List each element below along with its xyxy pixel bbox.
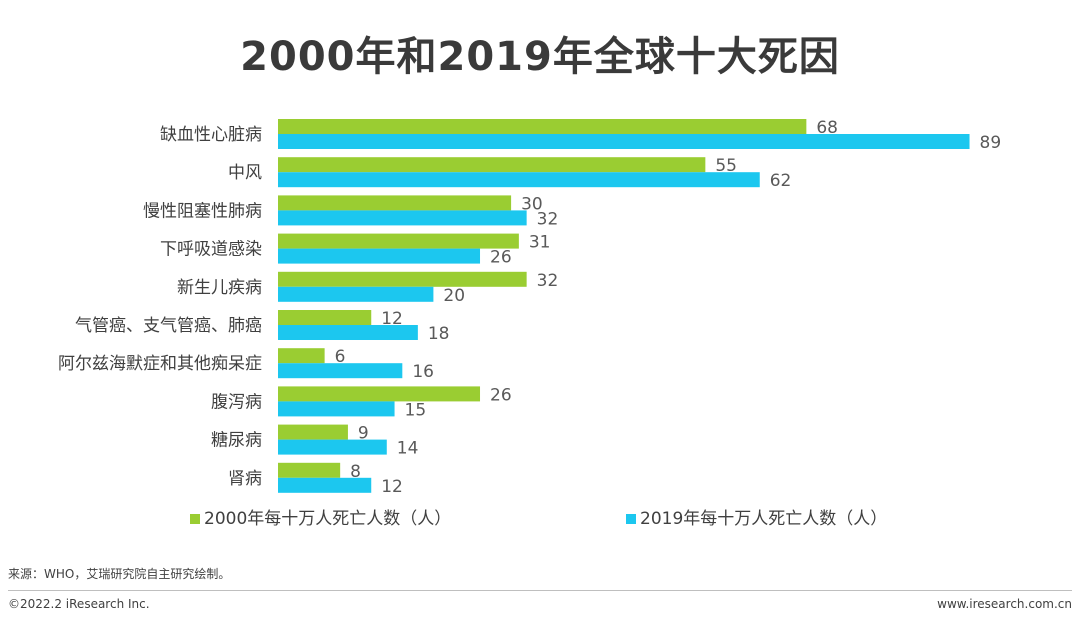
category-label: 中风 bbox=[228, 163, 262, 183]
legend-label-2000: 2000年每十万人死亡人数（人） bbox=[204, 509, 451, 529]
data-label: 26 bbox=[490, 385, 512, 405]
footer-divider bbox=[8, 590, 1072, 591]
bar-2019 bbox=[278, 248, 481, 264]
legend-swatch-2019 bbox=[626, 514, 636, 524]
category-label: 肾病 bbox=[228, 469, 262, 489]
category-label: 下呼吸道感染 bbox=[160, 240, 262, 260]
data-label: 89 bbox=[980, 133, 1002, 153]
bar-2019 bbox=[278, 286, 434, 302]
data-label: 62 bbox=[770, 171, 792, 191]
copyright-text: ©2022.2 iResearch Inc. bbox=[8, 597, 150, 611]
bar-2019 bbox=[278, 134, 970, 149]
bar-2019 bbox=[278, 401, 395, 417]
data-label: 12 bbox=[381, 309, 403, 329]
data-label: 16 bbox=[412, 362, 434, 382]
data-label: 30 bbox=[521, 194, 543, 214]
bar-2019 bbox=[278, 210, 527, 226]
data-label: 55 bbox=[715, 156, 737, 176]
data-label: 6 bbox=[335, 347, 346, 367]
data-label: 68 bbox=[816, 118, 838, 138]
bar-2000 bbox=[278, 386, 481, 402]
bar-2000 bbox=[278, 195, 512, 211]
data-label: 31 bbox=[529, 233, 551, 253]
legend-swatch-2000 bbox=[190, 514, 200, 524]
data-label: 26 bbox=[490, 248, 512, 268]
bar-2019 bbox=[278, 363, 403, 379]
source-note: 来源：WHO，艾瑞研究院自主研究绘制。 bbox=[8, 567, 231, 581]
data-label: 9 bbox=[358, 424, 369, 444]
bar-2000 bbox=[278, 424, 348, 440]
data-label: 32 bbox=[537, 271, 559, 291]
data-label: 32 bbox=[537, 209, 559, 229]
category-label: 腹泻病 bbox=[211, 392, 262, 412]
data-label: 12 bbox=[381, 477, 403, 497]
bar-2000 bbox=[278, 157, 706, 173]
bar-2000 bbox=[278, 310, 372, 325]
bar-2019 bbox=[278, 477, 372, 493]
chart-title: 2000年和2019年全球十大死因 bbox=[240, 34, 840, 80]
bar-2019 bbox=[278, 325, 418, 340]
category-label: 缺血性心脏病 bbox=[160, 125, 262, 145]
category-label: 新生儿疾病 bbox=[177, 278, 262, 298]
bar-2000 bbox=[278, 348, 325, 364]
legend-label-2019: 2019年每十万人死亡人数（人） bbox=[640, 509, 887, 529]
data-label: 14 bbox=[397, 439, 419, 459]
data-label: 18 bbox=[428, 324, 450, 344]
data-label: 8 bbox=[350, 462, 361, 482]
bar-2019 bbox=[278, 439, 387, 455]
bar-2000 bbox=[278, 233, 519, 249]
bar-2000 bbox=[278, 462, 341, 478]
data-label: 20 bbox=[443, 286, 465, 306]
category-label: 糖尿病 bbox=[211, 431, 262, 451]
bar-2000 bbox=[278, 119, 807, 134]
data-label: 15 bbox=[405, 400, 427, 420]
website-link[interactable]: www.iresearch.com.cn bbox=[937, 597, 1072, 611]
category-label: 阿尔兹海默症和其他痴呆症 bbox=[58, 354, 262, 374]
category-label: 慢性阻塞性肺病 bbox=[143, 200, 262, 221]
category-label: 气管癌、支气管癌、肺癌 bbox=[75, 316, 262, 336]
bar-2000 bbox=[278, 271, 527, 287]
bar-2019 bbox=[278, 172, 760, 188]
